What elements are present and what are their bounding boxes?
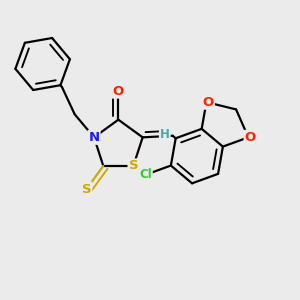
Text: O: O (203, 96, 214, 109)
Text: S: S (82, 183, 91, 196)
Text: O: O (113, 85, 124, 98)
Text: S: S (129, 159, 138, 172)
Text: Cl: Cl (139, 168, 152, 181)
Text: O: O (244, 131, 256, 144)
Text: H: H (160, 128, 170, 141)
Text: N: N (88, 131, 100, 144)
